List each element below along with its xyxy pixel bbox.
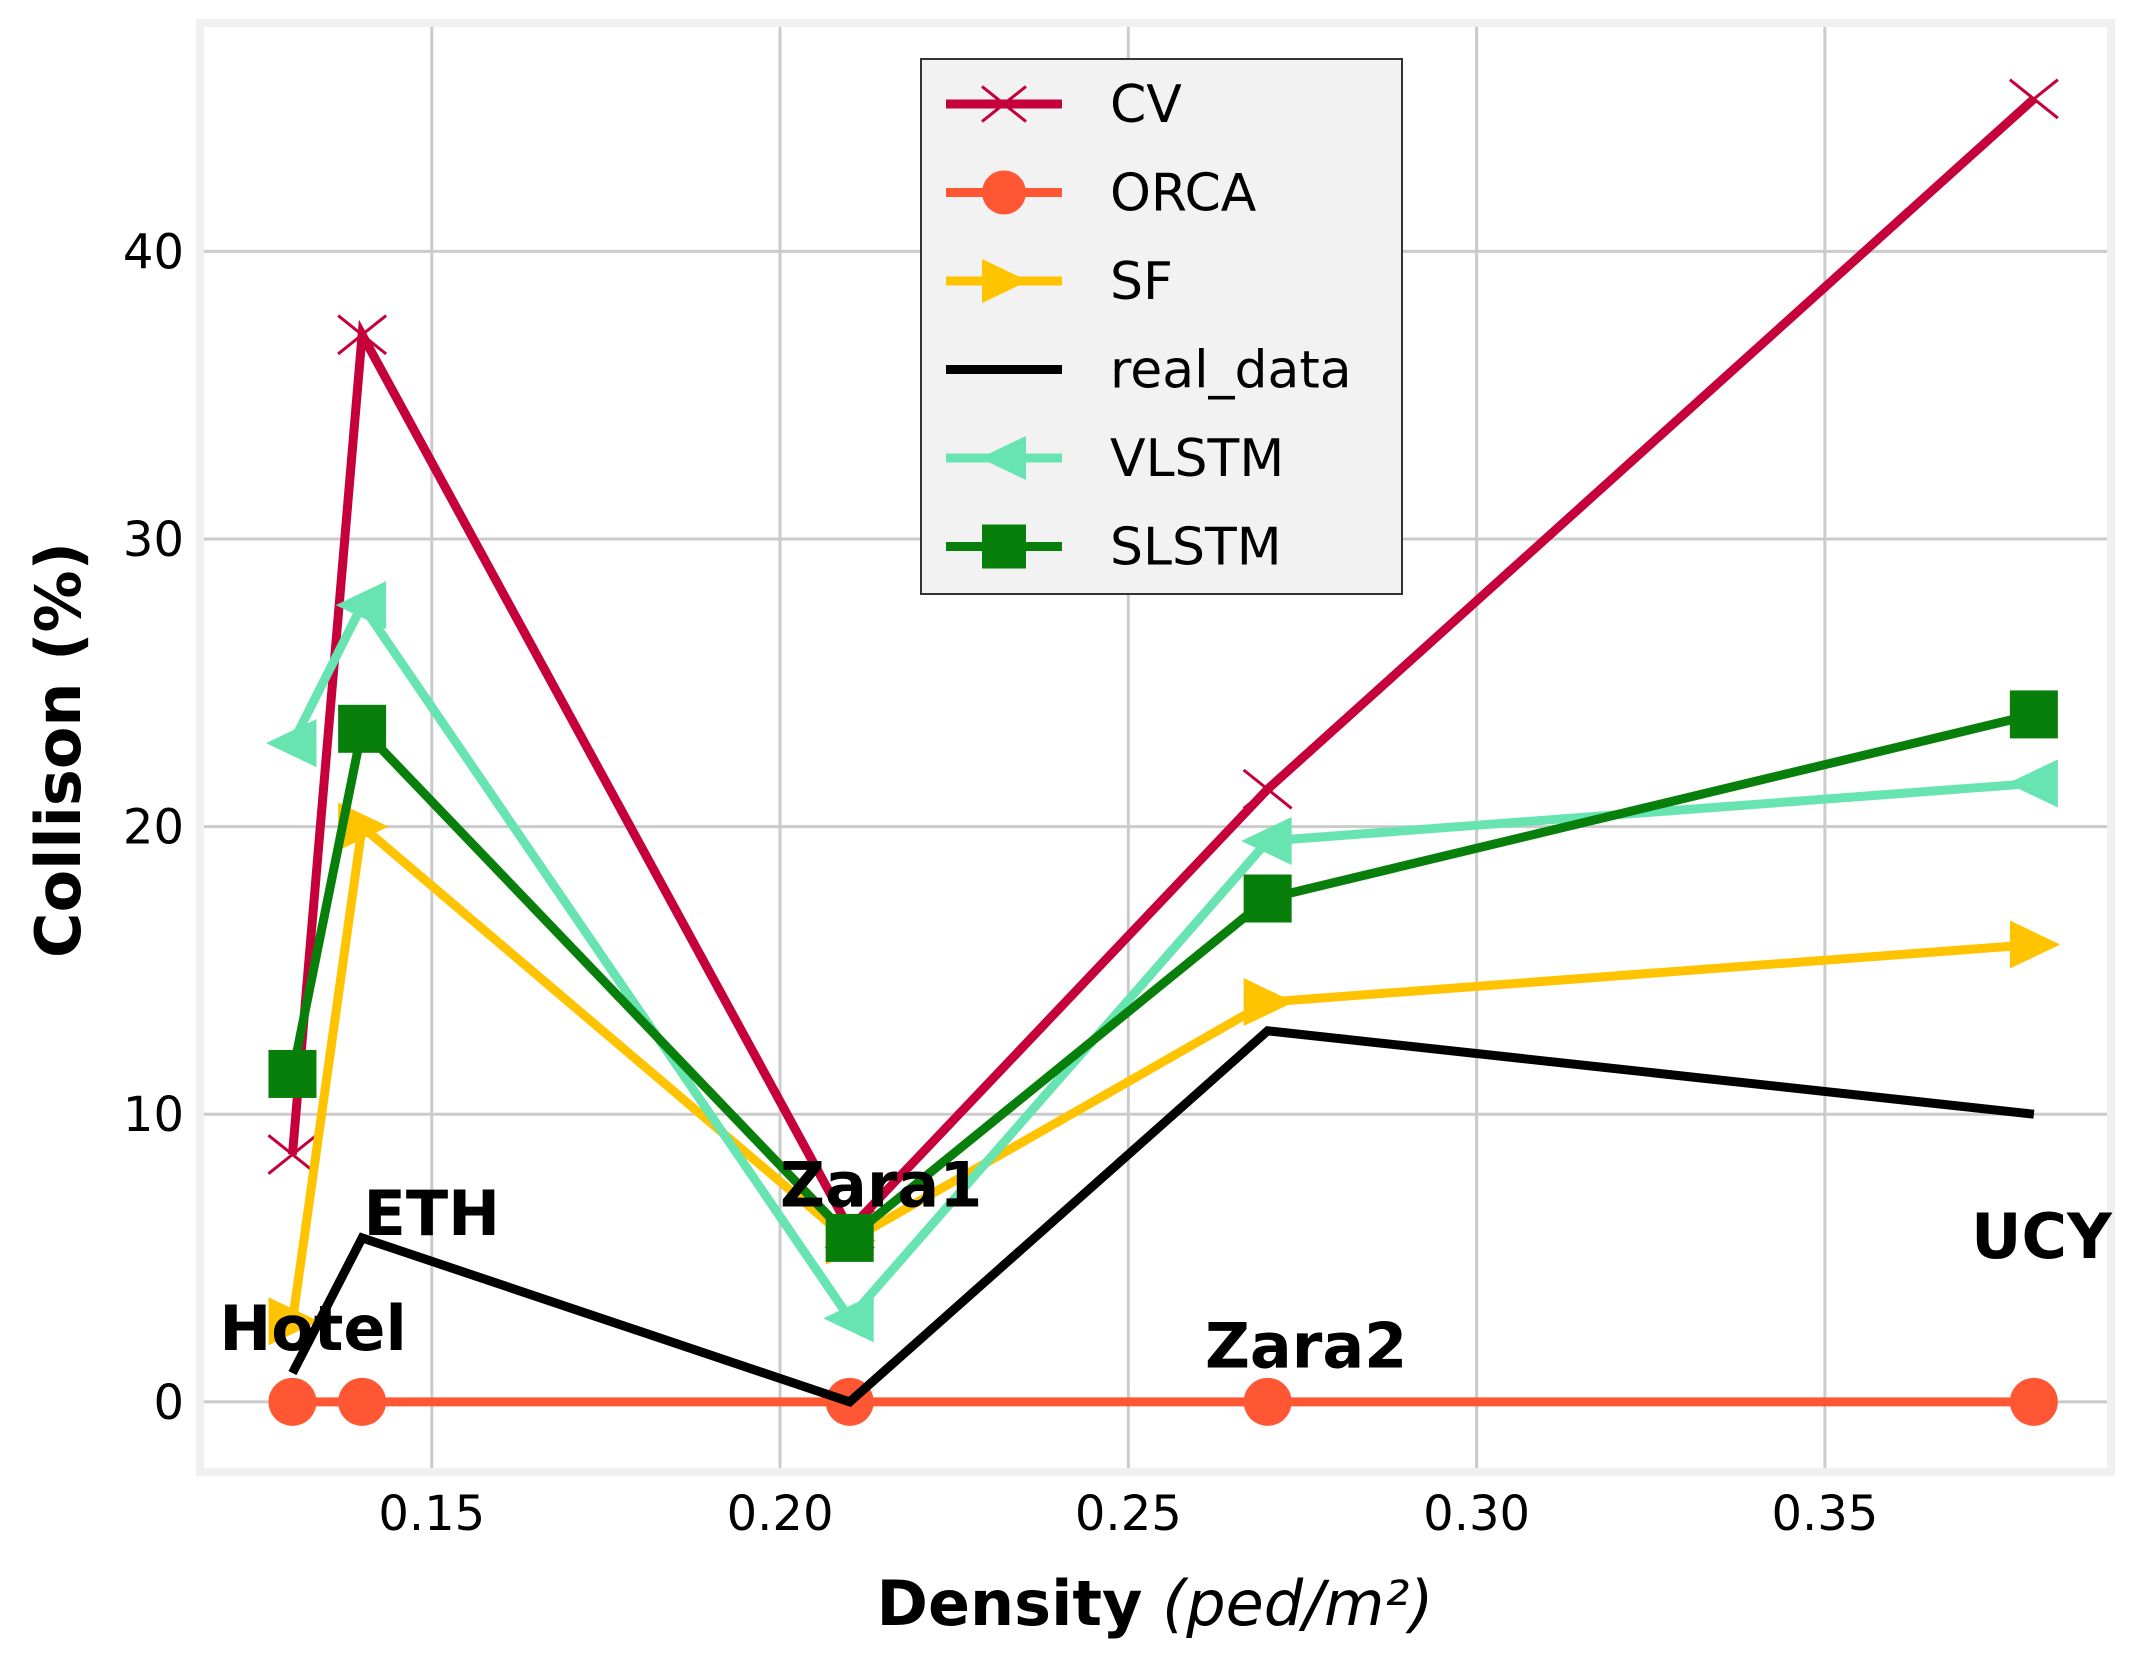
x-tick-labels: 0.15 0.20 0.25 0.30 0.35 [378, 1486, 1878, 1542]
y-tick-label: 30 [123, 512, 184, 568]
triangle-left-marker [266, 719, 317, 768]
y-tick-label: 20 [123, 800, 184, 856]
x-marker-stroke [2008, 78, 2059, 120]
legend-entry-vlstm: VLSTM [946, 429, 1284, 489]
legend-entry-sf: SF [946, 252, 1173, 312]
square-marker [2009, 690, 2058, 739]
annotation-ucy: UCY [1971, 1200, 2113, 1273]
series-slstm [268, 690, 2058, 1262]
legend-entry-cv: CV [946, 75, 1182, 135]
legend-box [920, 58, 1403, 595]
legend-label: SF [1110, 252, 1173, 312]
triangle-left-marker [335, 581, 387, 630]
annotations: Hotel ETH Zara1 Zara2 UCY [219, 1148, 2113, 1382]
triangle-left-marker [823, 1294, 874, 1343]
square-marker [1243, 874, 1292, 923]
x-marker-stroke [337, 314, 388, 356]
x-marker-stroke [267, 1134, 318, 1175]
x-marker-stroke [1242, 768, 1293, 810]
x-tick-label: 0.20 [727, 1486, 834, 1542]
square-marker [268, 1049, 317, 1098]
triangle-left-marker [2007, 759, 2058, 808]
square-marker [338, 704, 387, 753]
square-marker [982, 524, 1026, 569]
square-marker [825, 1213, 874, 1262]
circle-marker [2009, 1377, 2058, 1426]
legend-label: VLSTM [1110, 429, 1284, 489]
annotation-eth: ETH [364, 1177, 501, 1250]
circle-marker [1243, 1377, 1292, 1426]
annotation-zara2: Zara2 [1205, 1309, 1407, 1382]
triangle-right-marker [338, 802, 389, 851]
legend-label: real_data [1110, 341, 1352, 401]
y-axis-label: Collison (%) [22, 542, 95, 958]
triangle-right-marker [2009, 920, 2061, 969]
circle-marker [338, 1377, 387, 1426]
x-tick-label: 0.15 [378, 1486, 485, 1542]
x-tick-label: 0.35 [1771, 1486, 1878, 1542]
legend-label: ORCA [1110, 164, 1257, 224]
circle-marker [268, 1377, 317, 1426]
triangle-left-marker [1241, 816, 1292, 865]
legend-entry-orca: ORCA [946, 164, 1257, 224]
series-real-data [288, 1026, 2035, 1407]
x-marker-stroke [981, 85, 1027, 123]
annotation-hotel: Hotel [219, 1292, 406, 1365]
series-lines [266, 78, 2061, 1426]
x-marker [2008, 78, 2059, 120]
triangle-left-marker [979, 436, 1026, 480]
triangle-right-marker [982, 259, 1029, 303]
legend-entry-real-data: real_data [946, 341, 1352, 401]
circle-marker [982, 170, 1026, 215]
legend-label: SLSTM [1110, 518, 1282, 578]
legend-label: CV [1110, 75, 1182, 135]
y-tick-label: 0 [153, 1375, 184, 1431]
annotation-zara1: Zara1 [780, 1148, 982, 1221]
series-vlstm [266, 581, 2058, 1343]
triangle-right-marker [268, 1297, 319, 1346]
x-marker [337, 314, 388, 356]
x-tick-label: 0.30 [1423, 1486, 1530, 1542]
x-axis-label-unit: (ped/m²) [1162, 1567, 1433, 1640]
x-axis-label: Density (ped/m²) [877, 1567, 1434, 1640]
triangle-right-marker [1243, 978, 1295, 1027]
series-line [288, 1026, 2035, 1407]
x-marker [267, 1134, 318, 1175]
legend-entry-slstm: SLSTM [946, 518, 1282, 578]
x-marker [1242, 768, 1293, 810]
y-tick-label: 10 [123, 1087, 184, 1143]
y-tick-label: 40 [123, 224, 184, 280]
x-axis-label-main: Density [877, 1567, 1143, 1640]
legend: CV ORCA SF real_data VLSTM SLSTM [920, 58, 1403, 595]
x-marker [981, 85, 1027, 123]
y-tick-labels: 0 10 20 30 40 [123, 224, 184, 1430]
x-tick-label: 0.25 [1075, 1486, 1182, 1542]
